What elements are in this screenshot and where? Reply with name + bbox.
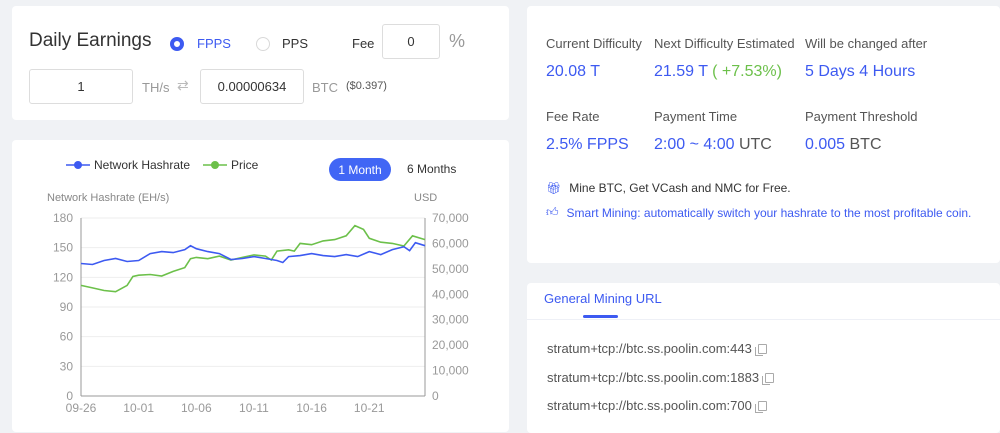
y-tick-left: 90 xyxy=(60,300,74,314)
hashrate-input[interactable]: 1 xyxy=(29,69,133,104)
x-tick: 10-01 xyxy=(123,401,154,415)
x-tick: 10-06 xyxy=(181,401,212,415)
x-tick: 09-26 xyxy=(66,401,97,415)
series-line-network-hashrate xyxy=(80,241,426,266)
copy-icon[interactable] xyxy=(754,343,767,356)
stat-unit: BTC xyxy=(849,136,882,153)
stat-label: Current Difficulty xyxy=(546,36,642,51)
stat-label: Fee Rate xyxy=(546,109,600,124)
stat-unit: UTC xyxy=(738,136,772,153)
y-tick-right: 50,000 xyxy=(432,262,469,276)
range-6-months-button[interactable]: 6 Months xyxy=(407,162,457,176)
x-tick: 10-21 xyxy=(354,401,385,415)
fee-unit: % xyxy=(449,31,466,51)
stat-value-text: 21.59 T xyxy=(654,63,708,80)
stat-label: Will be changed after xyxy=(805,36,928,51)
stat-payment-time: Payment Time 2:00 ~ 4:00 UTC xyxy=(654,109,772,154)
radio-fpps-label[interactable]: FPPS xyxy=(197,36,231,51)
y-tick-left: 0 xyxy=(66,389,73,403)
x-tick: 10-11 xyxy=(239,401,269,415)
range-1-month-button[interactable]: 1 Month xyxy=(329,158,391,181)
usd-value: ($0.397) xyxy=(346,80,387,92)
stat-current-difficulty: Current Difficulty 20.08 T xyxy=(546,36,642,81)
radio-pps[interactable]: PPS xyxy=(256,36,308,51)
legend-price-label: Price xyxy=(231,158,259,172)
legend-price[interactable]: Price xyxy=(203,158,258,172)
tab-general-mining-url[interactable]: General Mining URL xyxy=(544,291,662,306)
y-tick-right: 10,000 xyxy=(432,364,469,378)
stat-value: 0.005 BTC xyxy=(805,136,918,154)
radio-fpps-indicator[interactable] xyxy=(170,36,184,51)
mining-url-card: General Mining URL stratum+tcp://btc.ss.… xyxy=(527,283,1000,433)
y-tick-left: 150 xyxy=(53,241,73,255)
series-line-price xyxy=(80,224,426,293)
mining-url: stratum+tcp://btc.ss.poolin.com:443 xyxy=(547,341,752,356)
gift-icon: 🎁︎ xyxy=(546,181,562,195)
stat-value-text: 5 Days 4 Hours xyxy=(805,63,916,80)
stat-value: 2.5% FPPS xyxy=(546,136,629,154)
stat-next-difficulty-estimated: Next Difficulty Estimated 21.59 T ( +7.53… xyxy=(654,36,795,81)
stat-value-text: 0.005 xyxy=(805,136,846,153)
hashrate-unit: TH/s xyxy=(142,80,170,95)
promo-free-coins: 🎁︎ Mine BTC, Get VCash and NMC for Free. xyxy=(546,181,791,195)
smart-mining-link[interactable]: Smart Mining: automatically switch your … xyxy=(566,205,972,220)
y-tick-left: 120 xyxy=(53,270,73,284)
stat-label: Payment Time xyxy=(654,109,738,124)
daily-earnings-card: Daily Earnings FPPS PPS Fee 0 % 1 TH/s ⇄… xyxy=(12,6,509,120)
legend-price-icon xyxy=(203,161,227,169)
thumbs-up-icon: 👍︎ xyxy=(546,205,559,219)
stat-value: 2:00 ~ 4:00 UTC xyxy=(654,136,772,154)
legend-hashrate-label: Network Hashrate xyxy=(94,158,191,172)
stat-payment-threshold: Payment Threshold 0.005 BTC xyxy=(805,109,918,154)
tab-divider xyxy=(527,319,1000,320)
y-tick-left: 180 xyxy=(53,211,73,225)
y-axis-left-label: Network Hashrate (EH/s) xyxy=(47,192,170,204)
hashrate-price-chart: 0 30 60 90 120 150 180 0 10,000 20,000 30,000 40,00… xyxy=(53,211,469,415)
stat-value-text: 2:00 ~ 4:00 xyxy=(654,136,735,153)
promo-text: Mine BTC, Get VCash and NMC for Free. xyxy=(569,181,791,195)
earnings-title: Daily Earnings xyxy=(29,30,152,51)
legend-hashrate-icon xyxy=(66,161,90,169)
y-tick-right: 60,000 xyxy=(432,236,469,250)
legend-hashrate[interactable]: Network Hashrate xyxy=(66,158,190,172)
chart-card: Network Hashrate Price 1 Month 6 Months … xyxy=(12,140,509,432)
radio-fpps[interactable]: FPPS xyxy=(170,36,231,51)
mining-url: stratum+tcp://btc.ss.poolin.com:700 xyxy=(547,398,752,413)
stat-value-text: 2.5% FPPS xyxy=(546,136,629,153)
swap-arrows-icon: ⇄ xyxy=(177,77,189,93)
stat-will-be-changed-after: Will be changed after 5 Days 4 Hours xyxy=(805,36,927,81)
fee-input[interactable]: 0 xyxy=(382,24,440,59)
stat-change: ( +7.53%) xyxy=(712,63,782,80)
y-tick-right: 30,000 xyxy=(432,313,469,327)
stat-value: 5 Days 4 Hours xyxy=(805,63,927,81)
radio-pps-indicator[interactable] xyxy=(256,36,270,51)
mining-url-row: stratum+tcp://btc.ss.poolin.com:700 xyxy=(547,398,767,413)
stat-value-text: 20.08 T xyxy=(546,63,600,80)
mining-url-row: stratum+tcp://btc.ss.poolin.com:443 xyxy=(547,341,767,356)
stat-fee-rate: Fee Rate 2.5% FPPS xyxy=(546,109,629,154)
y-tick-right: 0 xyxy=(432,389,439,403)
fee-label: Fee xyxy=(352,36,375,51)
y-axis-right-label: USD xyxy=(414,192,438,204)
btc-unit: BTC xyxy=(312,80,338,95)
y-tick-left: 60 xyxy=(60,330,74,344)
x-tick: 10-16 xyxy=(296,401,327,415)
y-tick-left: 30 xyxy=(60,359,74,373)
mining-url-row: stratum+tcp://btc.ss.poolin.com:1883 xyxy=(547,370,775,385)
stat-label: Next Difficulty Estimated xyxy=(654,36,795,51)
active-tab-indicator xyxy=(583,315,618,318)
btc-output[interactable]: 0.00000634 xyxy=(200,69,304,104)
stat-label: Payment Threshold xyxy=(805,109,918,124)
y-tick-right: 40,000 xyxy=(432,287,469,301)
mining-url: stratum+tcp://btc.ss.poolin.com:1883 xyxy=(547,370,760,385)
stat-value: 21.59 T ( +7.53%) xyxy=(654,63,795,81)
network-stats-card: Current Difficulty 20.08 T Next Difficulty… xyxy=(527,6,1000,263)
y-tick-right: 70,000 xyxy=(432,211,469,225)
y-tick-right: 20,000 xyxy=(432,338,469,352)
stat-value: 20.08 T xyxy=(546,63,642,81)
copy-icon[interactable] xyxy=(762,372,775,385)
promo-smart-mining[interactable]: 👍︎ Smart Mining: automatically switch yo… xyxy=(546,205,971,220)
radio-pps-label[interactable]: PPS xyxy=(282,36,309,51)
copy-icon[interactable] xyxy=(754,400,767,413)
